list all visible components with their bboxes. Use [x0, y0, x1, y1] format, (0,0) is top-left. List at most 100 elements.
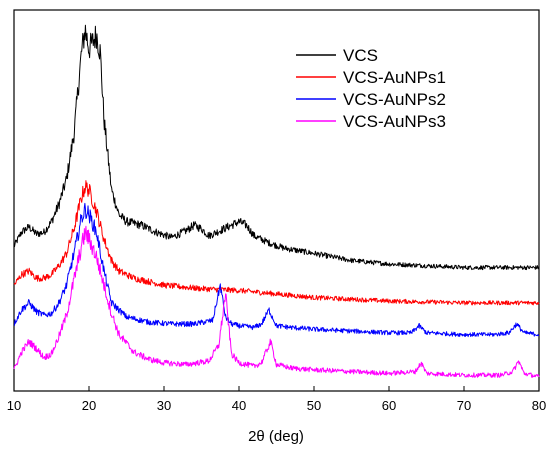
- x-tick-label: 60: [382, 398, 396, 413]
- legend-label: VCS-AuNPs2: [343, 90, 446, 109]
- data-point: [66, 285, 67, 286]
- x-tick-label: 30: [157, 398, 171, 413]
- data-point: [231, 323, 232, 324]
- data-point: [28, 226, 29, 227]
- legend-label: VCS-AuNPs3: [343, 112, 446, 131]
- x-tick-label: 80: [532, 398, 546, 413]
- data-point: [66, 179, 67, 180]
- data-point: [58, 265, 59, 266]
- data-point: [118, 270, 119, 271]
- series-line: [13, 180, 540, 306]
- data-point: [21, 232, 22, 233]
- data-point: [36, 233, 37, 234]
- data-point: [388, 300, 389, 301]
- data-point: [21, 352, 22, 353]
- data-point: [73, 228, 74, 229]
- series-line: [13, 202, 540, 338]
- data-point: [220, 285, 221, 286]
- data-point: [418, 325, 419, 326]
- data-point: [28, 302, 29, 303]
- data-point: [51, 313, 52, 314]
- data-point: [88, 214, 89, 215]
- data-point: [253, 235, 254, 236]
- data-point: [36, 348, 37, 349]
- data-point: [85, 209, 86, 210]
- data-point: [103, 270, 104, 271]
- data-point: [36, 278, 37, 279]
- data-point: [463, 375, 464, 376]
- data-point: [538, 376, 539, 377]
- data-point: [186, 364, 187, 365]
- data-point: [238, 290, 239, 291]
- data-point: [88, 239, 89, 240]
- data-point: [111, 260, 112, 261]
- data-point: [28, 270, 29, 271]
- data-point: [246, 225, 247, 226]
- data-point: [186, 230, 187, 231]
- data-point: [111, 313, 112, 314]
- data-point: [388, 373, 389, 374]
- data-point: [51, 353, 52, 354]
- data-point: [463, 302, 464, 303]
- legend-label: VCS-AuNPs1: [343, 68, 446, 87]
- data-point: [85, 232, 86, 233]
- x-tick-label: 20: [82, 398, 96, 413]
- data-point: [73, 279, 74, 280]
- data-point: [103, 119, 104, 120]
- data-point: [261, 362, 262, 363]
- data-point: [13, 323, 14, 324]
- data-point: [225, 293, 226, 294]
- data-point: [523, 332, 524, 333]
- data-point: [538, 267, 539, 268]
- data-point: [28, 341, 29, 342]
- data-point: [163, 362, 164, 363]
- data-point: [276, 325, 277, 326]
- data-point: [193, 225, 194, 226]
- data-point: [66, 253, 67, 254]
- data-point: [58, 203, 59, 204]
- data-point: [148, 359, 149, 360]
- data-point: [43, 357, 44, 358]
- data-point: [13, 369, 14, 370]
- data-point: [538, 334, 539, 335]
- legend: VCS VCS-AuNPs1 VCS-AuNPs2 VCS-AuNPs3: [296, 46, 446, 131]
- data-point: [126, 221, 127, 222]
- data-point: [231, 353, 232, 354]
- data-point: [21, 274, 22, 275]
- data-point: [148, 322, 149, 323]
- data-point: [193, 323, 194, 324]
- data-point: [388, 332, 389, 333]
- data-point: [351, 330, 352, 331]
- data-point: [96, 34, 97, 35]
- data-point: [313, 369, 314, 370]
- data-point: [238, 362, 239, 363]
- data-point: [21, 309, 22, 310]
- x-tick-label: 40: [232, 398, 246, 413]
- data-point: [201, 228, 202, 229]
- data-point: [51, 274, 52, 275]
- data-point: [100, 52, 101, 53]
- data-point: [81, 196, 82, 197]
- data-point: [111, 189, 112, 190]
- data-point: [51, 221, 52, 222]
- data-point: [92, 41, 93, 42]
- data-point: [85, 186, 86, 187]
- data-point: [426, 332, 427, 333]
- data-point: [43, 278, 44, 279]
- data-point: [421, 362, 422, 363]
- data-point: [313, 329, 314, 330]
- data-point: [171, 323, 172, 324]
- data-point: [523, 373, 524, 374]
- data-point: [276, 364, 277, 365]
- data-point: [493, 334, 494, 335]
- data-point: [36, 311, 37, 312]
- data-point: [512, 371, 513, 372]
- data-point: [208, 235, 209, 236]
- data-point: [201, 288, 202, 289]
- data-point: [501, 267, 502, 268]
- data-point: [133, 278, 134, 279]
- x-axis-title: 2θ (deg): [248, 428, 304, 445]
- data-point: [13, 246, 14, 247]
- data-point: [415, 371, 416, 372]
- data-point: [88, 48, 89, 49]
